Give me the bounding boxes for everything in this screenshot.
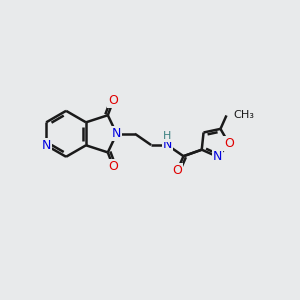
Text: N: N	[112, 127, 121, 140]
Text: O: O	[108, 94, 118, 107]
Text: N: N	[213, 150, 222, 163]
Text: O: O	[224, 137, 234, 150]
Text: O: O	[108, 160, 118, 173]
Text: N: N	[163, 139, 172, 152]
Text: N: N	[41, 139, 51, 152]
Text: O: O	[172, 164, 182, 177]
Text: CH₃: CH₃	[233, 110, 254, 120]
Text: H: H	[163, 131, 172, 141]
